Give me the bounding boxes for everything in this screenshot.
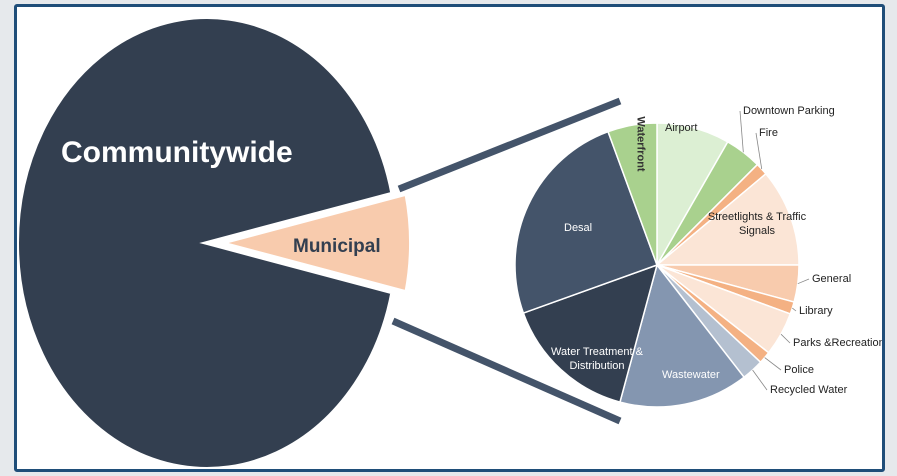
leader-line: [797, 278, 810, 285]
pie-slice: [514, 130, 658, 315]
slice-label: Airport: [665, 122, 698, 134]
slice-label: Water Treatment & Distribution: [551, 346, 643, 372]
slice-label: General: [812, 273, 852, 285]
connector: [397, 97, 622, 193]
pie-slice: [654, 172, 800, 266]
slice-label: Municipal: [293, 236, 381, 257]
leader-line: [755, 132, 763, 170]
leader-line: [792, 307, 797, 312]
pie-slice: [522, 263, 659, 404]
leader-line: [739, 110, 744, 153]
leader-line: [764, 357, 782, 371]
leader-line: [752, 369, 768, 391]
pie-slice: [619, 263, 746, 408]
slice-label: Streetlights & Traffic Signals: [707, 211, 807, 237]
pie-slice: [213, 191, 413, 295]
slice-label: Wastewater: [662, 369, 720, 381]
slice-label: Fire: [759, 127, 778, 139]
leader-line: [780, 333, 791, 344]
slice-label: Downtown Parking: [743, 105, 835, 117]
slice-label: Parks &Recreation: [793, 337, 885, 349]
connector: [391, 317, 622, 425]
chart-frame: Communitywide Municipal Airport Downtown Pa…: [14, 4, 885, 472]
slice-label: Communitywide: [61, 136, 293, 169]
chart: [17, 15, 810, 469]
slice-label: Waterfront: [634, 116, 647, 172]
pie-slice: [17, 15, 395, 469]
slice-label: Police: [784, 364, 814, 376]
pie-slice: [607, 122, 658, 266]
slice-label: Library: [799, 305, 833, 317]
slice-label: Recycled Water: [770, 384, 848, 396]
slice-label: Desal: [564, 222, 593, 234]
